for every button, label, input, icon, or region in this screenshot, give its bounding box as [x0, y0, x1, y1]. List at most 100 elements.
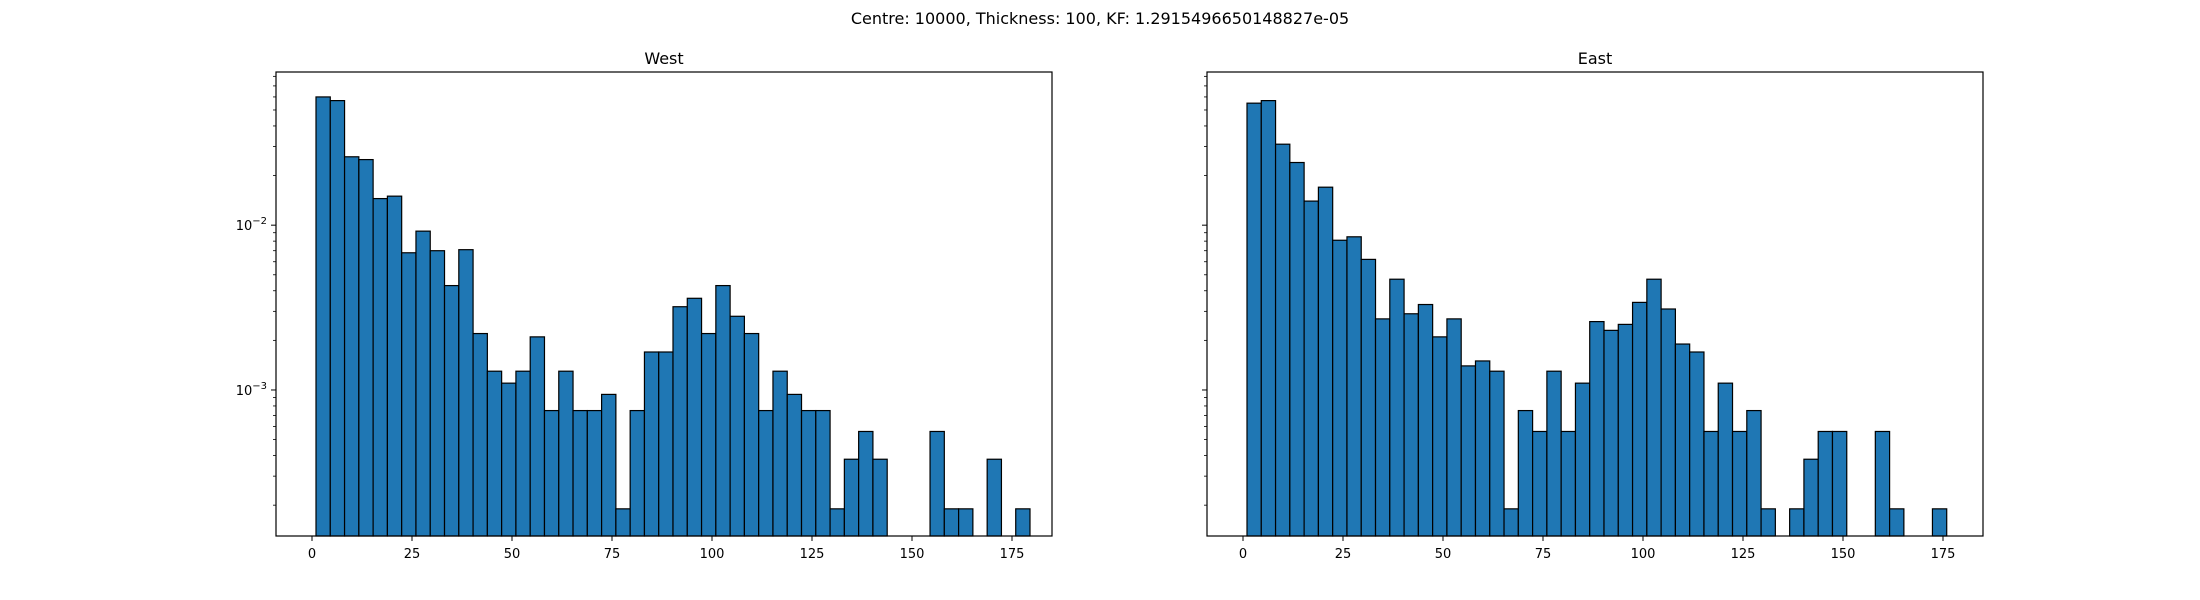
east-bar-34 — [1731, 430, 1748, 537]
west-x-tick-label-100: 100 — [700, 547, 725, 562]
east-bar-48 — [1931, 508, 1948, 537]
east-x-tick-label-25: 25 — [1335, 547, 1352, 562]
east-bar-41 — [1831, 430, 1848, 537]
west-bar-34 — [800, 409, 817, 537]
west-x-tick-label-25: 25 — [404, 547, 421, 562]
west-bar-2 — [343, 156, 360, 537]
east-bar-6 — [1332, 239, 1348, 537]
west-bar-10 — [458, 249, 474, 537]
west-bar-20 — [600, 393, 617, 537]
east-bar-14 — [1446, 318, 1462, 537]
west-bar-13 — [501, 382, 517, 537]
west-panel-title: West — [644, 49, 683, 68]
west-bar-27 — [700, 332, 717, 537]
west-bar-29 — [729, 315, 745, 537]
east-bar-22 — [1560, 430, 1577, 537]
east-bar-39 — [1803, 458, 1819, 537]
east-x-tick-label-125: 125 — [1731, 547, 1756, 562]
east-axes: 0 25 50 75 100 125 150 175 — [1202, 71, 1984, 562]
east-bar-25 — [1603, 329, 1619, 537]
west-bar-33 — [786, 393, 803, 537]
west-bar-5 — [386, 195, 403, 537]
west-bars — [315, 96, 1031, 537]
west-bar-23 — [643, 351, 660, 537]
east-bar-40 — [1817, 430, 1834, 537]
west-bar-12 — [486, 370, 503, 537]
east-bar-18 — [1503, 508, 1519, 537]
east-x-tick-label-0: 0 — [1239, 547, 1247, 562]
west-bar-14 — [515, 370, 531, 537]
west-bar-32 — [772, 370, 788, 537]
east-bar-10 — [1389, 278, 1405, 537]
west-x-tick-label-50: 50 — [504, 547, 521, 562]
east-bar-21 — [1546, 370, 1562, 537]
west-plot-frame — [275, 71, 1053, 537]
west-bar-49 — [1015, 508, 1031, 537]
west-bar-0 — [315, 96, 331, 537]
west-bar-15 — [529, 336, 546, 537]
east-bar-5 — [1317, 186, 1334, 537]
east-bar-0 — [1246, 102, 1262, 537]
west-bar-47 — [986, 458, 1003, 537]
east-bar-36 — [1760, 508, 1776, 537]
west-panel: West 0 25 50 75 100 125 150 175 10−2 10−3 — [236, 49, 1053, 562]
east-x-tick-label-75: 75 — [1535, 547, 1552, 562]
east-bar-26 — [1617, 323, 1634, 537]
west-x-tick-label-175: 175 — [1000, 547, 1025, 562]
west-bar-37 — [843, 458, 860, 537]
east-bar-8 — [1360, 258, 1377, 537]
west-bar-44 — [943, 508, 960, 537]
west-x-tick-label-125: 125 — [800, 547, 825, 562]
east-bar-16 — [1474, 360, 1491, 537]
west-bar-3 — [358, 158, 374, 537]
east-x-tick-label-150: 150 — [1831, 547, 1856, 562]
east-bar-7 — [1346, 236, 1362, 537]
east-bar-30 — [1674, 343, 1691, 537]
west-bar-7 — [415, 230, 431, 537]
west-bar-21 — [615, 508, 631, 537]
west-x-tick-label-0: 0 — [308, 547, 316, 562]
east-bar-38 — [1789, 508, 1805, 537]
east-bar-15 — [1460, 365, 1477, 537]
west-bar-28 — [715, 284, 731, 537]
west-bar-9 — [443, 284, 460, 537]
east-x-tick-label-175: 175 — [1931, 547, 1956, 562]
west-bar-45 — [957, 508, 974, 537]
east-bar-28 — [1646, 278, 1662, 537]
west-bar-25 — [672, 306, 688, 537]
east-bar-33 — [1717, 382, 1734, 537]
east-bar-4 — [1303, 200, 1319, 537]
east-bar-44 — [1874, 430, 1891, 537]
west-bar-6 — [401, 252, 417, 537]
west-bar-1 — [329, 99, 346, 537]
west-bar-4 — [372, 197, 388, 537]
west-bar-30 — [743, 332, 760, 537]
west-bar-26 — [686, 297, 703, 537]
west-bar-36 — [829, 508, 845, 537]
east-bar-45 — [1888, 508, 1905, 537]
east-x-tick-label-50: 50 — [1435, 547, 1452, 562]
west-bar-8 — [429, 250, 446, 537]
east-bar-12 — [1417, 303, 1434, 537]
west-y-tick-label-1: 10−3 — [236, 381, 267, 399]
east-bar-13 — [1432, 336, 1448, 537]
west-bar-31 — [758, 409, 774, 537]
east-bar-17 — [1489, 370, 1505, 537]
west-y-tick-label-0: 10−2 — [236, 216, 267, 234]
east-bar-23 — [1574, 382, 1591, 537]
east-bar-11 — [1403, 313, 1419, 537]
west-x-tick-label-75: 75 — [604, 547, 621, 562]
west-bar-39 — [872, 458, 888, 537]
figure-suptitle: Centre: 10000, Thickness: 100, KF: 1.291… — [851, 9, 1349, 28]
east-bar-2 — [1274, 143, 1291, 537]
east-panel: East 0 25 50 75 100 125 150 175 — [1202, 49, 1984, 562]
west-bar-22 — [629, 409, 646, 537]
west-bar-24 — [658, 351, 674, 537]
east-bar-9 — [1374, 318, 1391, 537]
east-bar-32 — [1703, 430, 1719, 537]
east-bar-27 — [1631, 301, 1648, 537]
west-axes: 0 25 50 75 100 125 150 175 10−2 10−3 — [236, 71, 1053, 562]
west-x-tick-label-150: 150 — [900, 547, 925, 562]
east-bars — [1246, 99, 1948, 537]
